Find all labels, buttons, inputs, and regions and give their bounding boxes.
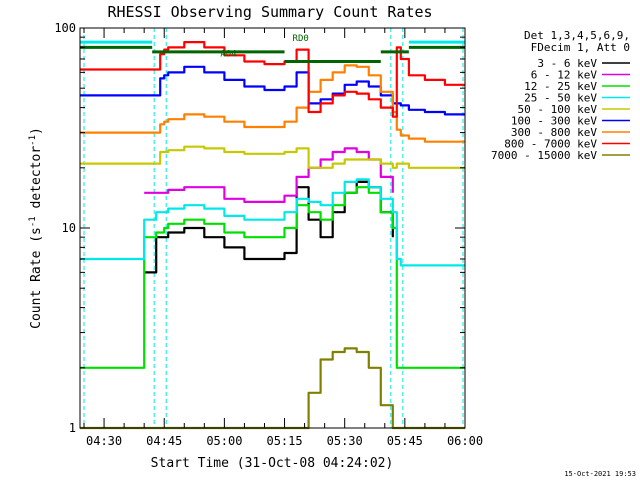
y-tick-label-1: 10	[62, 221, 76, 235]
attenuator-layer: A04 RD0	[80, 34, 465, 63]
series-line-5	[80, 65, 465, 116]
series-line-1	[144, 147, 394, 203]
timestamp: 15-Oct-2021 19:53	[564, 470, 636, 478]
x-axis-ticks: 04:30 04:45 05:00 05:15 05:30 05:45 06:00	[83, 28, 483, 448]
chart-title: RHESSI Observing Summary Count Rates	[107, 3, 432, 21]
legend-header-2: FDecim 1, Att 0	[531, 41, 630, 54]
legend-header-1: Det 1,3,4,5,6,9,	[524, 29, 630, 42]
series-line-2	[80, 186, 465, 369]
y-axis-label-main: Count Rate (s	[29, 227, 44, 329]
x-axis-label: Start Time (31-Oct-08 04:24:02)	[151, 456, 394, 471]
x-tick-label-4: 05:30	[327, 434, 363, 448]
legend-label-6: 300 - 800 keV	[511, 126, 597, 139]
legend: Det 1,3,4,5,6,9, FDecim 1, Att 0 3 - 6 k…	[491, 29, 630, 162]
y-tick-label-0: 1	[69, 421, 76, 435]
legend-label-8: 7000 - 15000 keV	[491, 149, 597, 162]
x-tick-label-0: 04:30	[86, 434, 122, 448]
y-axis-label: Count Rate (s-1 detector-1)	[28, 127, 44, 329]
series-line-0	[144, 180, 394, 274]
series-line-3	[80, 178, 465, 267]
y-axis-ticks: 1 10 100	[54, 21, 465, 435]
attenuator-label-rd0: RD0	[293, 34, 309, 44]
legend-label-2: 12 - 25 keV	[524, 80, 597, 93]
y-axis-label-sup-2: -1	[28, 135, 38, 146]
x-tick-label-3: 05:15	[266, 434, 302, 448]
x-tick-label-1: 04:45	[146, 434, 182, 448]
y-axis-label-tail: detector	[29, 146, 44, 217]
y-axis-label-sup: -1	[28, 216, 38, 227]
y-axis-label-close: )	[29, 127, 44, 135]
legend-label-1: 6 - 12 keV	[531, 69, 598, 82]
series-line-6	[80, 64, 465, 143]
legend-label-7: 800 - 7000 keV	[504, 138, 597, 151]
x-tick-label-5: 05:45	[387, 434, 423, 448]
series-line-8	[80, 347, 465, 430]
y-tick-label-2: 100	[54, 21, 76, 35]
legend-label-5: 100 - 300 keV	[511, 115, 597, 128]
series-line-4	[80, 145, 465, 169]
series-layer	[80, 41, 465, 430]
x-tick-label-2: 05:00	[206, 434, 242, 448]
legend-label-3: 25 - 50 keV	[524, 92, 597, 105]
legend-label-4: 50 - 100 keV	[518, 103, 598, 116]
legend-label-0: 3 - 6 keV	[537, 57, 597, 70]
attenuator-label-a04: A04	[220, 50, 236, 60]
x-tick-label-6: 06:00	[447, 434, 483, 448]
